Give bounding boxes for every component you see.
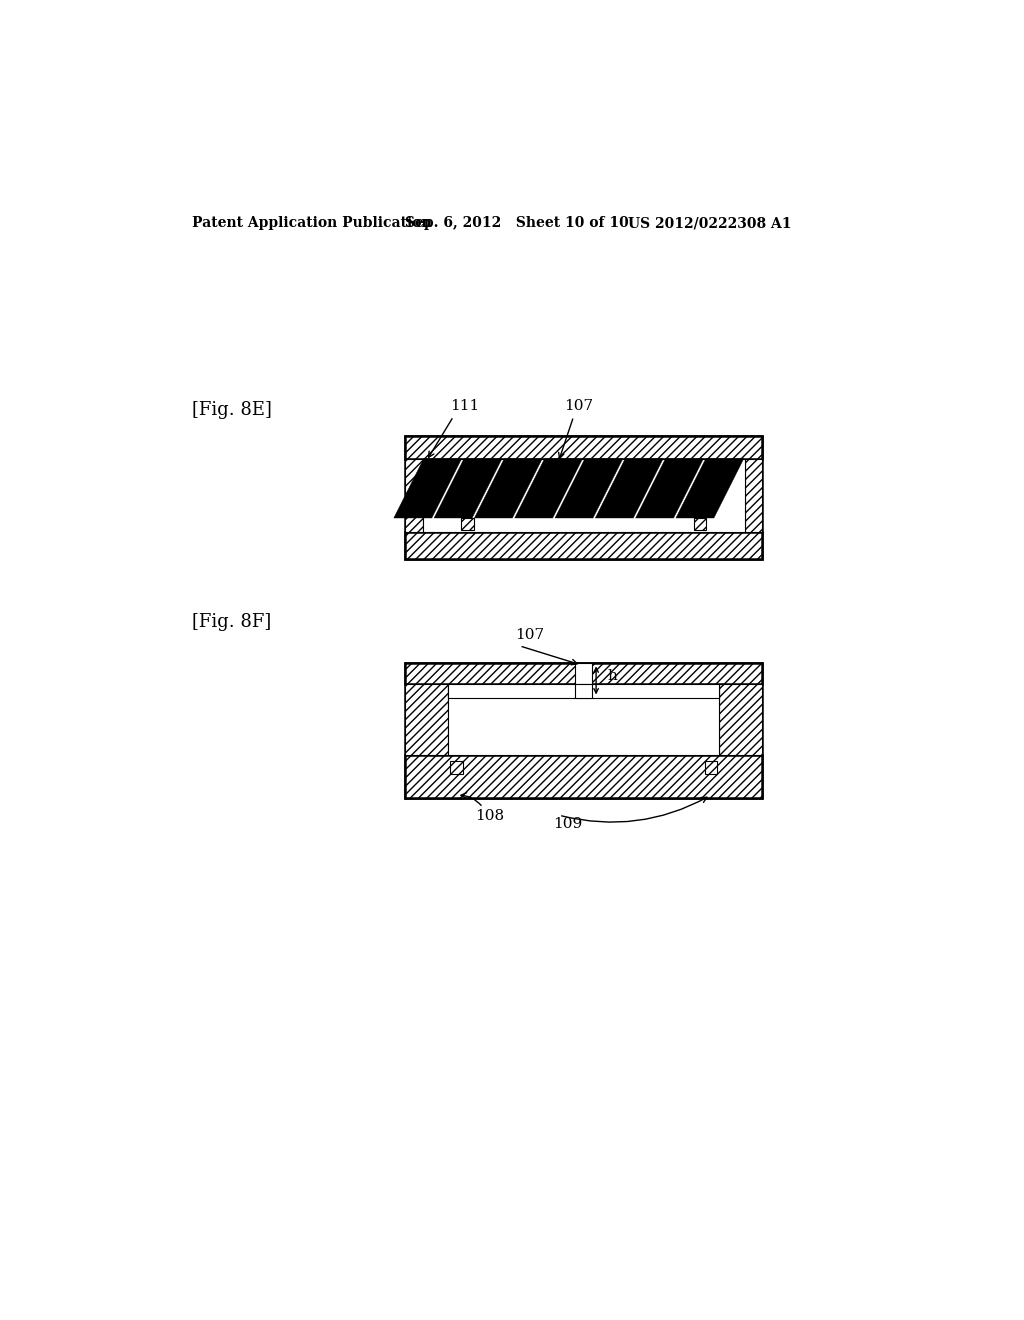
Polygon shape	[636, 459, 703, 517]
Bar	[575, 663, 592, 684]
Bar	[406, 436, 762, 558]
Bar	[406, 663, 762, 684]
Bar	[406, 532, 762, 558]
Bar	[575, 684, 592, 698]
Bar	[719, 684, 762, 755]
Bar	[693, 517, 707, 531]
Bar	[406, 755, 762, 797]
Polygon shape	[595, 459, 664, 517]
Bar	[449, 684, 719, 755]
Text: 107: 107	[515, 628, 545, 642]
Text: [Fig. 8F]: [Fig. 8F]	[193, 612, 271, 631]
Polygon shape	[474, 459, 543, 517]
Bar	[705, 762, 717, 774]
Text: 109: 109	[553, 817, 582, 830]
Text: US 2012/0222308 A1: US 2012/0222308 A1	[628, 216, 792, 230]
Polygon shape	[555, 459, 623, 517]
Bar	[449, 684, 719, 698]
Text: 108: 108	[475, 809, 505, 824]
Polygon shape	[394, 459, 462, 517]
Bar	[406, 663, 762, 797]
Text: h: h	[607, 669, 616, 682]
Text: [Fig. 8E]: [Fig. 8E]	[193, 401, 272, 418]
Bar	[406, 436, 762, 459]
Bar	[406, 684, 449, 755]
Text: Patent Application Publication: Patent Application Publication	[193, 216, 432, 230]
Bar	[744, 459, 762, 532]
Text: 107: 107	[564, 399, 594, 412]
Polygon shape	[515, 459, 583, 517]
Text: Sep. 6, 2012   Sheet 10 of 10: Sep. 6, 2012 Sheet 10 of 10	[406, 216, 629, 230]
Bar	[461, 517, 474, 531]
Bar	[423, 459, 744, 532]
Bar	[406, 459, 423, 532]
Polygon shape	[676, 459, 743, 517]
Bar	[451, 762, 463, 774]
Polygon shape	[434, 459, 502, 517]
Text: 111: 111	[450, 399, 479, 412]
